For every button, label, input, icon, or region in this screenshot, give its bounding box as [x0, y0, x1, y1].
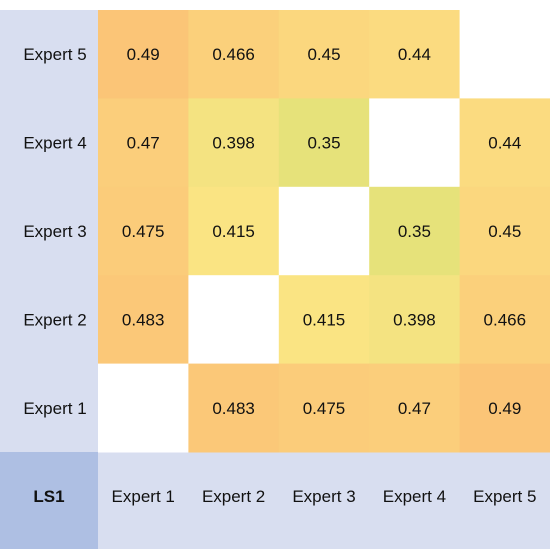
heatmap-cell	[369, 186, 461, 276]
heatmap-cell	[188, 186, 280, 276]
row-label: Expert 3	[23, 222, 86, 241]
heatmap-cell	[278, 363, 370, 453]
heatmap-labels: LS1 Expert 5 Expert 4 Expert 3 Expert 2 Exper…	[23, 45, 536, 506]
heatmap-cells	[98, 10, 550, 453]
row-label: Expert 2	[23, 310, 86, 329]
cell-value: 0.415	[303, 310, 346, 329]
heatmap-cell-empty	[278, 186, 370, 276]
cell-value: 0.49	[488, 399, 521, 418]
cell-value: 0.466	[484, 310, 527, 329]
cell-value: 0.45	[307, 45, 340, 64]
cell-value: 0.44	[488, 134, 521, 153]
row-label: Expert 4	[23, 134, 86, 153]
heatmap-cell	[369, 10, 461, 99]
column-label: Expert 1	[112, 487, 175, 506]
cell-value: 0.49	[127, 45, 160, 64]
cell-value: 0.466	[212, 45, 255, 64]
heatmap-cell	[188, 363, 280, 453]
cell-value: 0.475	[303, 399, 346, 418]
column-label: Expert 2	[202, 487, 265, 506]
cell-value: 0.398	[393, 310, 436, 329]
cell-value: 0.483	[212, 399, 255, 418]
cell-value: 0.475	[122, 222, 165, 241]
heatmap-cell	[459, 186, 550, 276]
row-label: Expert 5	[23, 45, 86, 64]
column-label-background	[98, 452, 550, 549]
heatmap-cell	[188, 98, 280, 188]
row-label-background	[0, 10, 98, 452]
column-label: Expert 5	[473, 487, 536, 506]
heatmap-cell-empty	[369, 98, 461, 188]
cell-value: 0.45	[488, 222, 521, 241]
label-backgrounds	[0, 10, 550, 549]
cell-value: 0.47	[398, 399, 431, 418]
heatmap-cell	[278, 98, 370, 188]
heatmap-cell	[278, 275, 370, 365]
column-label: Expert 3	[292, 487, 355, 506]
heatmap-cell	[278, 10, 370, 99]
heatmap-cell	[188, 10, 280, 99]
corner-label: LS1	[33, 487, 64, 506]
cell-value: 0.398	[212, 134, 255, 153]
heatmap-cell-empty	[459, 10, 550, 99]
cell-value: 0.35	[307, 134, 340, 153]
heatmap-cell	[98, 275, 189, 365]
cell-value: 0.415	[212, 222, 255, 241]
cell-value: 0.35	[398, 222, 431, 241]
heatmap-cell	[98, 186, 189, 276]
row-label: Expert 1	[23, 399, 86, 418]
cell-value: 0.44	[398, 45, 431, 64]
heatmap-cell	[459, 98, 550, 188]
heatmap-cell-empty	[98, 363, 189, 453]
heatmap-cell-empty	[188, 275, 280, 365]
heatmap-cell	[98, 98, 189, 188]
heatmap-cell	[459, 363, 550, 453]
heatmap-cell	[369, 275, 461, 365]
corner-cell	[0, 452, 98, 549]
cell-value: 0.483	[122, 310, 165, 329]
heatmap-cell	[459, 275, 550, 365]
cell-value: 0.47	[127, 134, 160, 153]
heatmap-cell	[369, 363, 461, 453]
heatmap-cell	[98, 10, 189, 99]
column-label: Expert 4	[383, 487, 446, 506]
